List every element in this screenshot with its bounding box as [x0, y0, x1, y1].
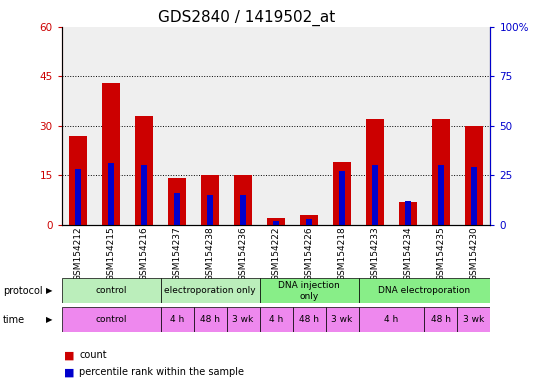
- Bar: [193, 307, 227, 332]
- Bar: [457, 27, 490, 225]
- Bar: [240, 195, 246, 225]
- Text: 3 wk: 3 wk: [233, 315, 254, 324]
- Bar: [372, 166, 378, 225]
- Bar: [432, 119, 450, 225]
- Bar: [62, 307, 161, 332]
- Bar: [75, 169, 81, 225]
- Bar: [69, 136, 87, 225]
- Text: DNA electroporation: DNA electroporation: [378, 286, 471, 295]
- Bar: [405, 201, 411, 225]
- Bar: [457, 307, 490, 332]
- Bar: [325, 27, 359, 225]
- Bar: [108, 163, 114, 225]
- Bar: [193, 27, 227, 225]
- Text: 3 wk: 3 wk: [331, 315, 353, 324]
- Text: protocol: protocol: [3, 286, 42, 296]
- Bar: [273, 221, 279, 225]
- Bar: [438, 166, 444, 225]
- Bar: [62, 278, 161, 303]
- Bar: [267, 218, 285, 225]
- Bar: [399, 202, 417, 225]
- Bar: [366, 119, 384, 225]
- Text: count: count: [79, 350, 107, 360]
- Bar: [293, 307, 325, 332]
- Text: ■: ■: [64, 367, 75, 377]
- Bar: [293, 27, 325, 225]
- Bar: [259, 27, 293, 225]
- Text: time: time: [3, 314, 25, 325]
- Bar: [141, 166, 147, 225]
- Bar: [95, 27, 128, 225]
- Bar: [425, 27, 457, 225]
- Bar: [234, 175, 252, 225]
- Bar: [339, 171, 345, 225]
- Text: control: control: [95, 286, 127, 295]
- Bar: [62, 27, 95, 225]
- Text: control: control: [95, 315, 127, 324]
- Text: ▶: ▶: [46, 286, 53, 295]
- Text: 48 h: 48 h: [200, 315, 220, 324]
- Bar: [174, 193, 180, 225]
- Text: ▶: ▶: [46, 315, 53, 324]
- Bar: [325, 307, 359, 332]
- Bar: [259, 278, 359, 303]
- Bar: [161, 27, 193, 225]
- Bar: [359, 307, 425, 332]
- Text: ■: ■: [64, 350, 75, 360]
- Bar: [207, 195, 213, 225]
- Bar: [333, 162, 351, 225]
- Text: electroporation only: electroporation only: [164, 286, 256, 295]
- Bar: [471, 167, 477, 225]
- Text: 48 h: 48 h: [299, 315, 319, 324]
- Bar: [102, 83, 120, 225]
- Text: percentile rank within the sample: percentile rank within the sample: [79, 367, 244, 377]
- Bar: [227, 27, 259, 225]
- Text: 4 h: 4 h: [170, 315, 184, 324]
- Text: DNA injection
only: DNA injection only: [278, 281, 340, 301]
- Bar: [300, 215, 318, 225]
- Bar: [259, 307, 293, 332]
- Bar: [359, 27, 391, 225]
- Text: 4 h: 4 h: [269, 315, 283, 324]
- Bar: [128, 27, 161, 225]
- Bar: [465, 126, 483, 225]
- Bar: [359, 278, 490, 303]
- Bar: [391, 27, 425, 225]
- Bar: [161, 278, 259, 303]
- Bar: [161, 307, 193, 332]
- Bar: [201, 175, 219, 225]
- Bar: [135, 116, 153, 225]
- Text: 4 h: 4 h: [384, 315, 399, 324]
- Bar: [425, 307, 457, 332]
- Bar: [168, 179, 186, 225]
- Text: 3 wk: 3 wk: [463, 315, 485, 324]
- Text: 48 h: 48 h: [431, 315, 451, 324]
- Text: GDS2840 / 1419502_at: GDS2840 / 1419502_at: [158, 10, 335, 26]
- Bar: [227, 307, 259, 332]
- Bar: [306, 219, 312, 225]
